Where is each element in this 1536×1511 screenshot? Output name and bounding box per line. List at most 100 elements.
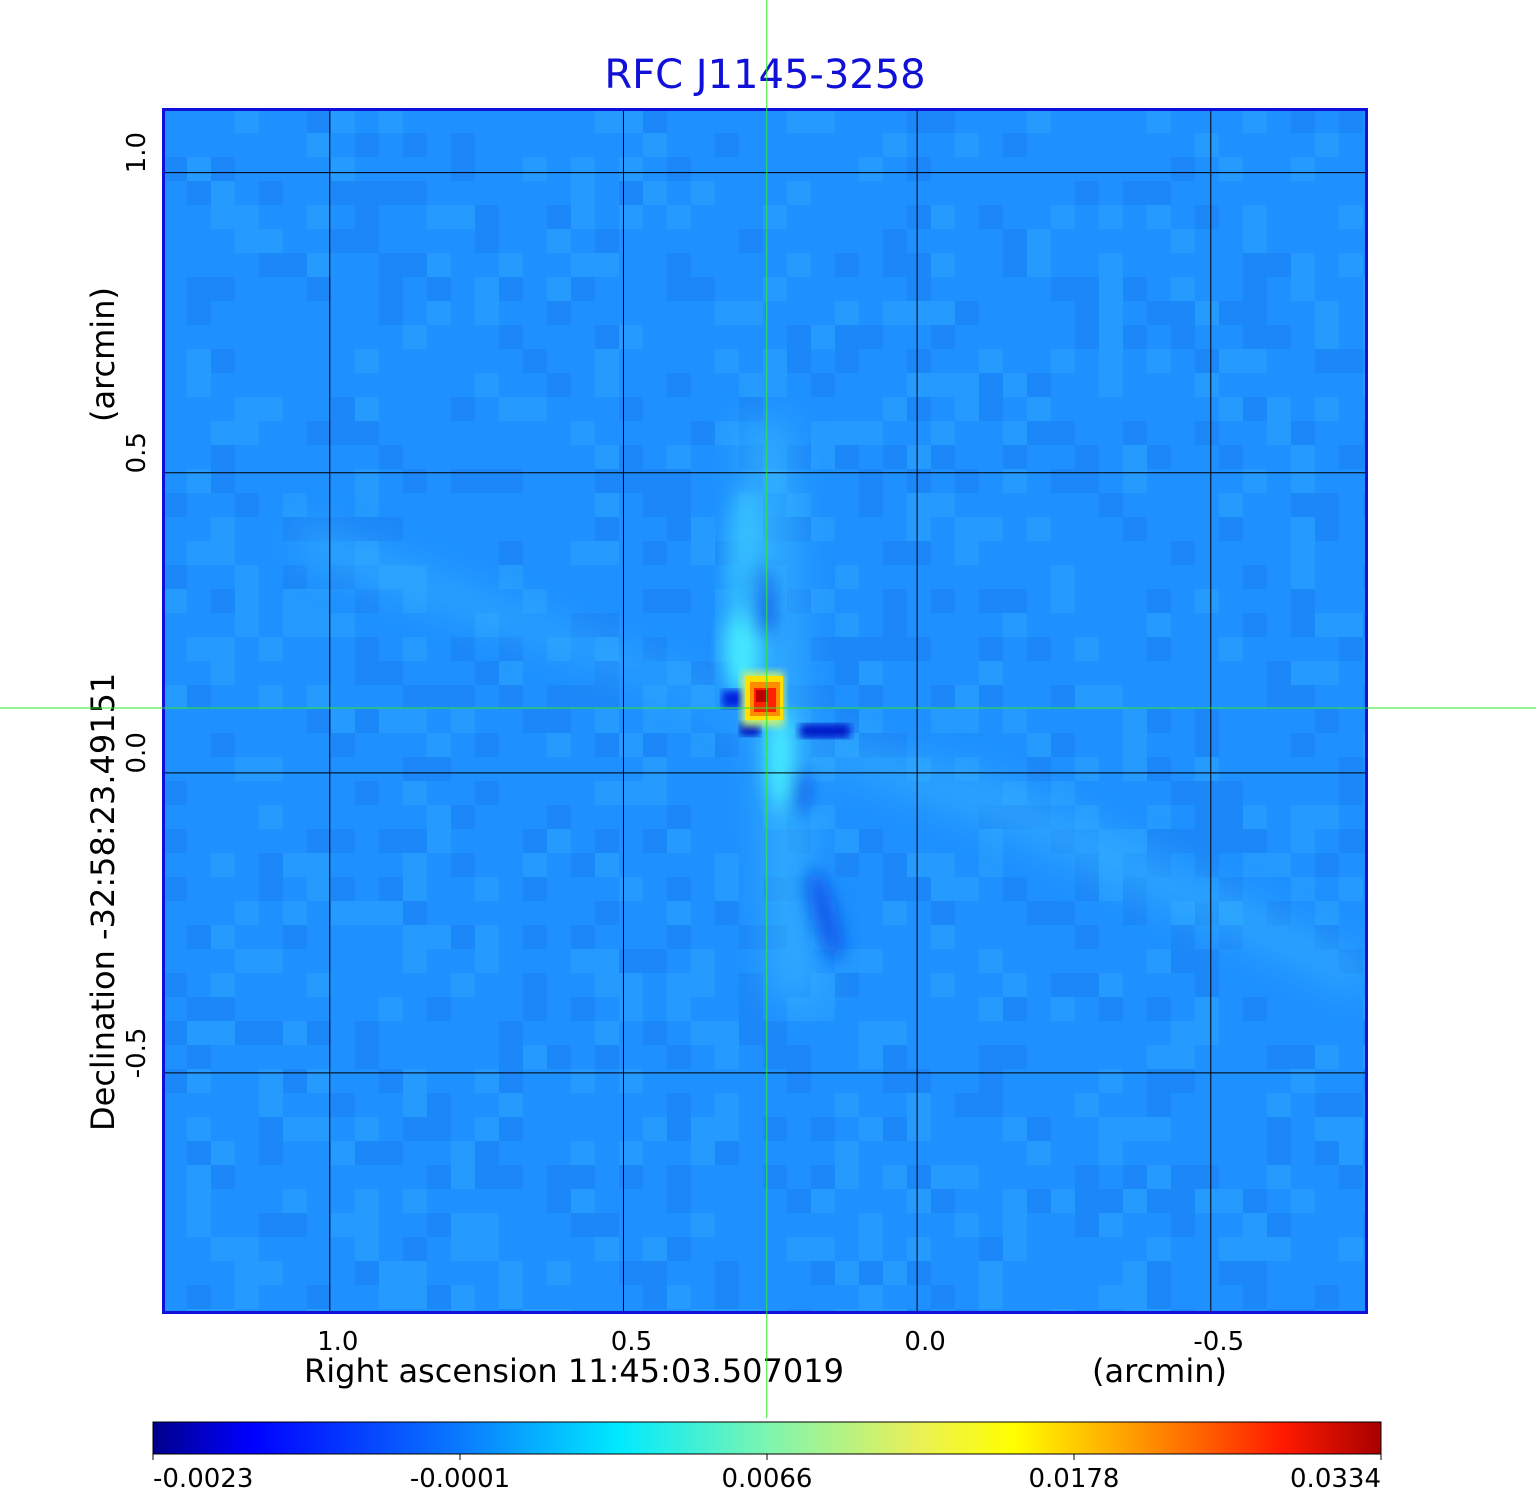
noise-cell [211,925,235,949]
noise-cell [427,925,451,949]
noise-cell [859,1045,883,1069]
noise-cell [283,565,307,589]
noise-cell [1291,109,1315,133]
x-tick-label: -0.5 [1193,1327,1244,1357]
noise-cell [643,733,667,757]
noise-cell [1003,997,1027,1021]
noise-cell [667,829,691,853]
noise-cell [715,301,739,325]
noise-cell [1003,373,1027,397]
noise-cell [211,445,235,469]
noise-cell [1315,613,1339,637]
noise-cell [1027,229,1051,253]
noise-cell [907,445,931,469]
noise-cell [1195,781,1219,805]
noise-cell [355,661,379,685]
noise-cell [1243,349,1267,373]
noise-cell [979,685,1003,709]
noise-cell [499,1117,523,1141]
noise-cell [307,421,331,445]
noise-cell [787,997,811,1021]
noise-cell [1171,781,1195,805]
noise-cell [811,997,835,1021]
noise-cell [979,1285,1003,1309]
noise-cell [187,301,211,325]
noise-cell [1267,253,1291,277]
noise-cell [931,205,955,229]
noise-cell [1267,1093,1291,1117]
noise-cell [883,853,907,877]
noise-cell [1339,757,1363,781]
noise-cell [451,853,475,877]
noise-cell [571,1165,595,1189]
noise-cell [355,1021,379,1045]
noise-cell [979,373,1003,397]
noise-cell [355,901,379,925]
noise-cell [1099,253,1123,277]
noise-cell [883,1165,907,1189]
noise-cell [859,709,883,733]
noise-cell [547,205,571,229]
noise-cell [1291,157,1315,181]
noise-cell [1195,757,1219,781]
noise-cell [1171,277,1195,301]
noise-cell [907,253,931,277]
noise-cell [235,757,259,781]
noise-cell [307,253,331,277]
noise-cell [403,1285,427,1309]
noise-cell [1123,1117,1147,1141]
noise-cell [1051,277,1075,301]
noise-cell [1219,637,1243,661]
noise-cell [931,901,955,925]
noise-cell [1315,325,1339,349]
noise-cell [1003,445,1027,469]
noise-cell [379,901,403,925]
noise-cell [571,925,595,949]
noise-cell [811,589,835,613]
noise-cell [715,1093,739,1117]
noise-cell [331,709,355,733]
noise-cell [643,685,667,709]
noise-cell [1267,325,1291,349]
noise-cell [427,829,451,853]
noise-cell [1291,1189,1315,1213]
noise-cell [283,925,307,949]
noise-cell [883,253,907,277]
noise-cell [787,109,811,133]
noise-cell [187,1117,211,1141]
colorbar-tick-label: 0.0178 [1029,1464,1120,1494]
noise-cell [1147,829,1171,853]
noise-cell [427,1093,451,1117]
noise-cell [979,949,1003,973]
noise-cell [1051,349,1075,373]
noise-cell [379,661,403,685]
noise-cell [811,517,835,541]
noise-cell [1003,229,1027,253]
noise-cell [235,229,259,253]
noise-cell [811,325,835,349]
noise-cell [859,493,883,517]
noise-cell [955,517,979,541]
noise-cell [691,1117,715,1141]
noise-cell [1171,1165,1195,1189]
noise-cell [1075,277,1099,301]
noise-cell [1123,181,1147,205]
noise-cell [235,949,259,973]
noise-cell [1315,493,1339,517]
noise-cell [499,637,523,661]
noise-cell [1243,997,1267,1021]
noise-cell [1339,1141,1363,1165]
noise-cell [1195,133,1219,157]
noise-cell [667,157,691,181]
noise-cell [1147,709,1171,733]
noise-cell [907,853,931,877]
noise-cell [595,1021,619,1045]
noise-cell [1195,829,1219,853]
noise-cell [571,421,595,445]
noise-cell [955,685,979,709]
noise-cell [1123,1261,1147,1285]
noise-cell [1051,685,1075,709]
noise-cell [1147,805,1171,829]
noise-cell [1147,349,1171,373]
noise-cell [1195,949,1219,973]
